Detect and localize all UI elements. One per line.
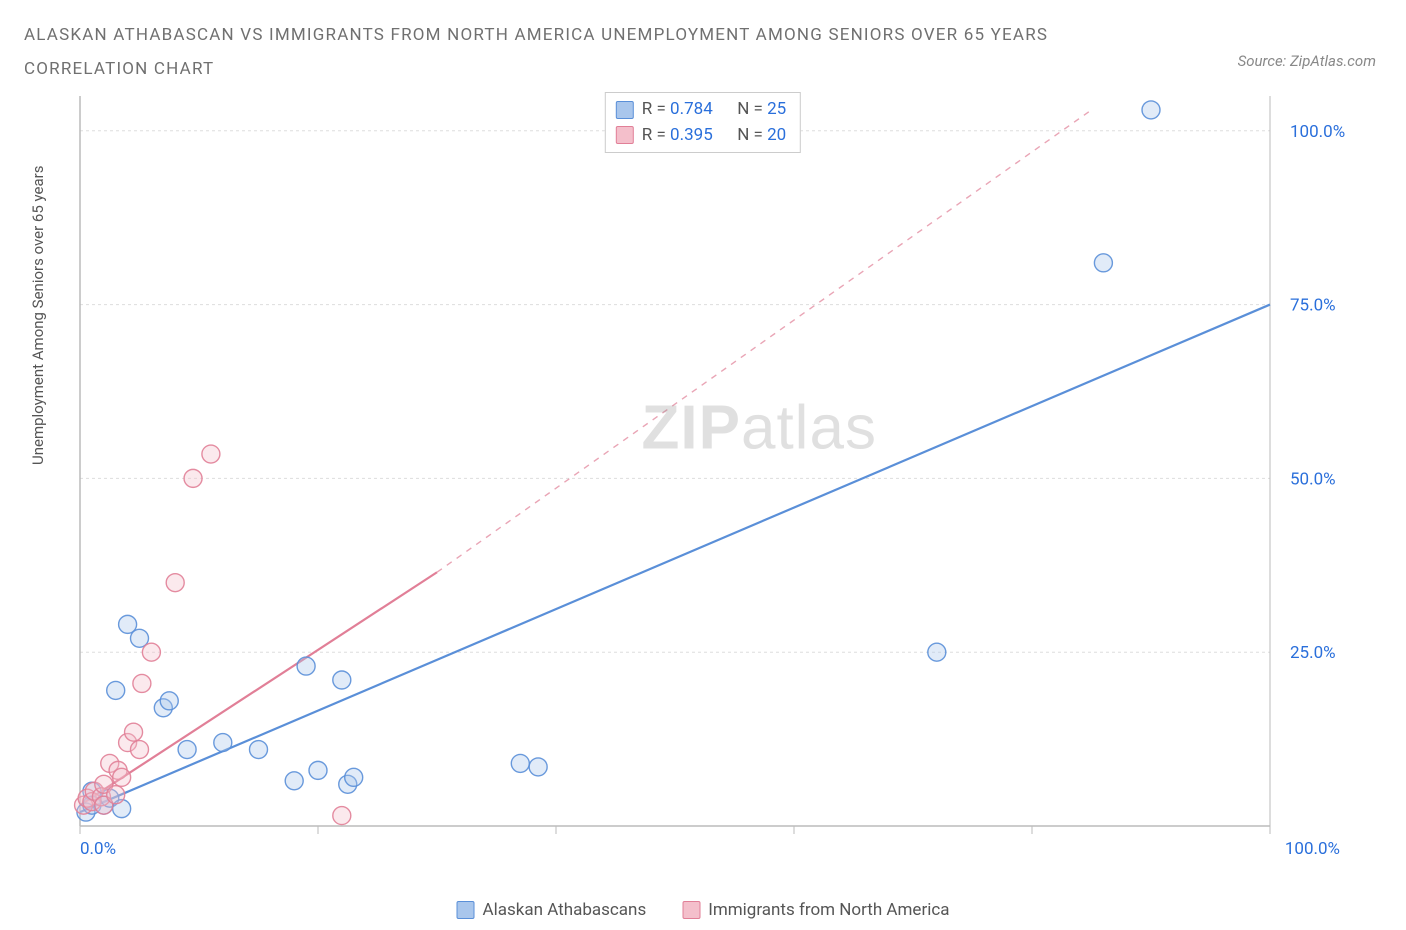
swatch-icon: [682, 901, 700, 919]
svg-text:25.0%: 25.0%: [1290, 643, 1336, 663]
svg-text:100.0%: 100.0%: [1285, 839, 1340, 859]
legend-label: Immigrants from North America: [708, 900, 949, 920]
swatch-icon: [616, 101, 634, 119]
title-line-2: CORRELATION CHART: [24, 52, 1406, 86]
svg-text:100.0%: 100.0%: [1290, 122, 1345, 142]
n-value: N = 20: [737, 123, 786, 149]
stats-row-athabascan: R = 0.784 N = 25: [616, 97, 786, 123]
svg-text:50.0%: 50.0%: [1290, 469, 1336, 489]
svg-text:75.0%: 75.0%: [1290, 296, 1336, 316]
swatch-icon: [616, 126, 634, 144]
stats-row-immigrants: R = 0.395 N = 20: [616, 123, 786, 149]
r-value: R = 0.784: [642, 97, 713, 123]
swatch-icon: [457, 901, 475, 919]
source-attribution: Source: ZipAtlas.com: [1238, 52, 1376, 70]
y-axis-label: Unemployment Among Seniors over 65 years: [29, 166, 47, 465]
scatter-plot: 25.0% 50.0% 75.0% 100.0% 0.0% 100.0%: [70, 86, 1360, 866]
legend-label: Alaskan Athabascans: [483, 900, 647, 920]
plot-svg: 25.0% 50.0% 75.0% 100.0% 0.0% 100.0%: [70, 86, 1360, 866]
legend: Alaskan Athabascans Immigrants from North…: [457, 900, 950, 920]
legend-item-athabascan: Alaskan Athabascans: [457, 900, 647, 920]
svg-text:0.0%: 0.0%: [80, 839, 116, 859]
correlation-stats-box: R = 0.784 N = 25R = 0.395 N = 20: [605, 92, 801, 153]
r-value: R = 0.395: [642, 123, 713, 149]
chart-title-block: ALASKAN ATHABASCAN VS IMMIGRANTS FROM NO…: [0, 0, 1406, 86]
n-value: N = 25: [737, 97, 786, 123]
title-line-1: ALASKAN ATHABASCAN VS IMMIGRANTS FROM NO…: [24, 18, 1406, 52]
legend-item-immigrants: Immigrants from North America: [682, 900, 949, 920]
